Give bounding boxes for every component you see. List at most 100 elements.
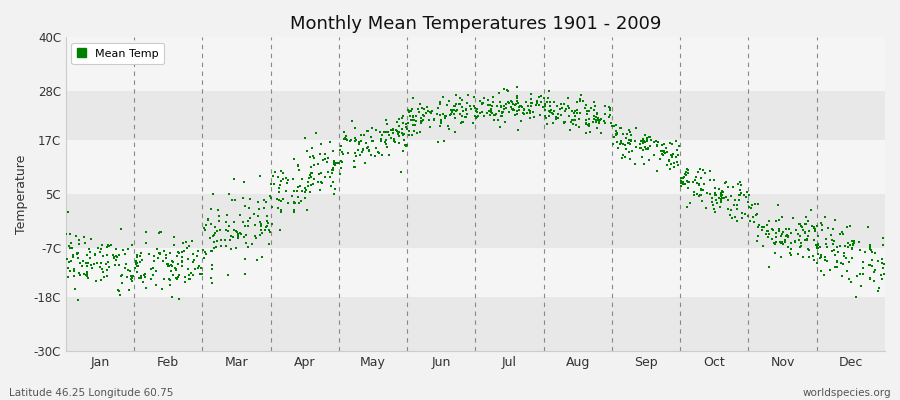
Point xyxy=(706,194,720,201)
Point xyxy=(603,107,617,113)
Text: Latitude 46.25 Longitude 60.75: Latitude 46.25 Longitude 60.75 xyxy=(9,388,174,398)
Point xyxy=(263,229,277,235)
Point xyxy=(813,244,827,250)
Point xyxy=(291,162,305,168)
Point xyxy=(85,262,99,268)
Point xyxy=(233,230,248,237)
Point xyxy=(272,185,286,192)
Point xyxy=(864,247,878,254)
Point xyxy=(752,222,766,228)
Point xyxy=(778,226,793,232)
Point xyxy=(492,124,507,130)
Point xyxy=(313,151,328,158)
Point xyxy=(299,187,313,194)
Point xyxy=(130,254,144,260)
Point xyxy=(762,218,777,224)
Point xyxy=(63,245,77,252)
Point xyxy=(443,112,457,118)
Point xyxy=(454,103,469,110)
Point xyxy=(316,157,330,163)
Point xyxy=(780,233,795,239)
Point xyxy=(373,128,387,135)
Point xyxy=(183,276,197,282)
Point xyxy=(402,109,417,115)
Point xyxy=(470,114,484,120)
Point xyxy=(333,171,347,177)
Point xyxy=(484,106,499,113)
Point xyxy=(623,129,637,136)
Point xyxy=(520,110,535,116)
Point xyxy=(448,103,463,110)
Point xyxy=(109,257,123,263)
Point xyxy=(830,264,844,270)
Point xyxy=(163,277,177,283)
Point xyxy=(258,199,273,205)
Point xyxy=(562,104,576,111)
Point xyxy=(811,242,825,248)
Point xyxy=(348,137,363,144)
Point xyxy=(759,231,773,238)
Point xyxy=(350,147,365,154)
Point xyxy=(428,116,442,122)
Point xyxy=(59,231,74,238)
Point xyxy=(721,196,735,203)
Point xyxy=(671,143,686,150)
Point xyxy=(572,96,587,103)
Point xyxy=(266,173,280,180)
Point xyxy=(354,152,368,158)
Point xyxy=(326,165,340,171)
Point xyxy=(486,99,500,105)
Point xyxy=(521,107,535,113)
Point xyxy=(624,132,638,139)
Point xyxy=(199,250,213,257)
Point xyxy=(660,149,674,155)
Point xyxy=(191,265,205,272)
Point xyxy=(392,116,406,122)
Point xyxy=(608,131,623,137)
Point xyxy=(587,98,601,105)
Point xyxy=(594,130,608,136)
Point xyxy=(634,154,649,160)
Point xyxy=(512,104,526,110)
Point xyxy=(710,200,724,206)
Point xyxy=(609,131,624,137)
Point xyxy=(374,131,389,138)
Point xyxy=(644,136,658,143)
Point xyxy=(862,275,877,281)
Point xyxy=(295,188,310,194)
Point xyxy=(739,194,753,200)
Point xyxy=(406,95,420,101)
Point xyxy=(640,136,654,143)
Point xyxy=(528,102,543,109)
Point xyxy=(212,213,227,220)
Point xyxy=(546,120,561,126)
Point xyxy=(325,170,339,176)
Legend: Mean Temp: Mean Temp xyxy=(71,43,164,64)
Point xyxy=(659,144,673,151)
Point xyxy=(175,258,189,264)
Point xyxy=(124,278,139,284)
Point xyxy=(742,204,756,210)
Point xyxy=(818,214,832,220)
Point xyxy=(745,202,760,208)
Point xyxy=(130,263,145,269)
Point xyxy=(115,272,130,278)
Point xyxy=(327,148,341,154)
Point xyxy=(271,205,285,211)
Point xyxy=(826,246,841,253)
Point xyxy=(719,178,733,185)
Point xyxy=(639,146,653,152)
Point xyxy=(356,147,370,153)
Point xyxy=(325,167,339,173)
Point xyxy=(67,266,81,272)
Point xyxy=(432,99,446,105)
Point xyxy=(679,169,693,175)
Point xyxy=(790,250,805,257)
Point xyxy=(620,131,634,137)
Point xyxy=(470,106,484,112)
Point xyxy=(152,228,166,235)
Bar xyxy=(66,140,885,194)
Point xyxy=(264,181,278,188)
Point xyxy=(68,233,83,239)
Point xyxy=(454,119,469,126)
